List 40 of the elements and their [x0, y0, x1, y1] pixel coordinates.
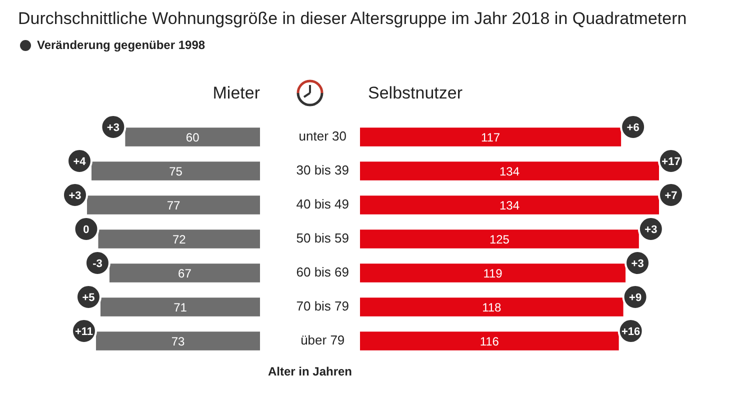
text: Durchschnittliche Wohnungsgröße in dieser Altersgruppe im Jahr 2018 in Quadratmetern [18, 8, 688, 30]
y-axis-title: Alter in Jahren [268, 364, 352, 378]
data-label: 116 [480, 334, 500, 348]
y-tick-label: 30 bis 39 [296, 162, 349, 178]
text: Veränderung gegenüber 1998 [37, 38, 206, 52]
y-tick-label: 40 bis 49 [296, 196, 349, 212]
data-label: 73 [171, 334, 185, 348]
annotation: +7 [664, 190, 678, 202]
data-label: 118 [482, 300, 502, 314]
data-label: 75 [169, 164, 183, 178]
y-tick-label: 60 bis 69 [296, 264, 349, 280]
chart-title: Selbstnutzer [368, 84, 463, 103]
annotation: +16 [622, 326, 640, 338]
annotation: 0 [83, 224, 90, 236]
data-label: 119 [483, 266, 503, 280]
annotation: +4 [73, 156, 87, 168]
y-tick-label: 50 bis 59 [296, 230, 349, 246]
data-label: 71 [174, 300, 188, 314]
annotation: +6 [626, 122, 640, 134]
annotation: +3 [68, 190, 82, 202]
data-label: 77 [166, 198, 180, 212]
annotation: +3 [106, 122, 120, 134]
data-label: 72 [172, 232, 186, 246]
data-label: 134 [499, 164, 520, 178]
annotation: +11 [74, 326, 94, 338]
annotation: +3 [644, 224, 658, 236]
y-tick-label: 70 bis 79 [296, 298, 349, 314]
annotation: +17 [662, 156, 680, 168]
data-label: 117 [480, 130, 500, 144]
annotation: +5 [82, 292, 95, 304]
y-tick-label: über 79 [300, 332, 345, 348]
data-label: 125 [489, 232, 510, 246]
data-label: 134 [499, 198, 520, 212]
y-tick-label: unter 30 [298, 128, 346, 144]
annotation: +3 [631, 258, 644, 270]
data-label: 67 [178, 266, 192, 280]
annotation: -3 [92, 258, 102, 270]
annotation: +9 [629, 292, 642, 304]
data-label: 60 [186, 130, 200, 144]
chart-title: Mieter [212, 84, 260, 103]
